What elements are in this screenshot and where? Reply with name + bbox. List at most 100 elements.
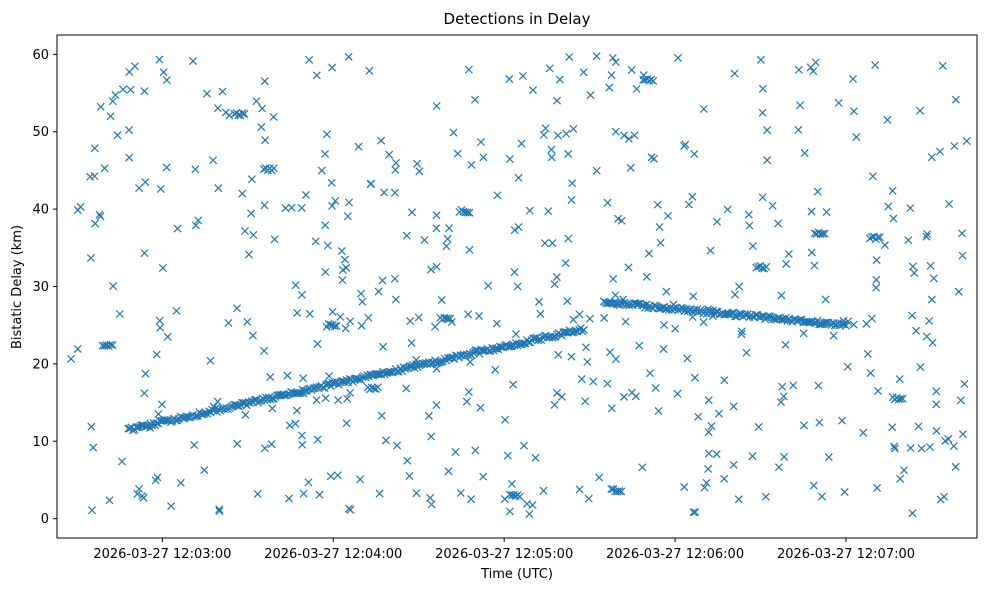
- detection-marker: [522, 499, 532, 508]
- detection-marker: [849, 320, 858, 329]
- detection-marker: [206, 356, 215, 365]
- detection-marker: [391, 158, 400, 167]
- detection-marker: [866, 369, 875, 378]
- detection-marker: [547, 153, 556, 162]
- detection-marker: [703, 305, 712, 314]
- detection-marker: [723, 309, 732, 318]
- detection-marker: [744, 210, 753, 219]
- detection-marker: [656, 238, 665, 247]
- detection-marker: [611, 58, 620, 67]
- detection-marker: [704, 428, 713, 437]
- detection-marker: [761, 492, 770, 501]
- detection-marker: [215, 505, 224, 514]
- detection-marker: [517, 139, 526, 148]
- plot-area-frame: [56, 34, 978, 539]
- detection-marker: [632, 84, 641, 94]
- detection-marker: [491, 365, 500, 374]
- detection-marker: [531, 453, 540, 462]
- detection-marker: [662, 304, 671, 313]
- detection-marker: [96, 102, 105, 111]
- detection-marker: [299, 489, 308, 498]
- detection-marker: [774, 219, 783, 228]
- detection-marker: [511, 329, 520, 339]
- detection-marker: [378, 276, 387, 285]
- detection-marker: [379, 342, 388, 351]
- detection-marker: [240, 109, 249, 118]
- detection-marker: [758, 108, 767, 117]
- detection-marker: [848, 75, 858, 84]
- detection-marker: [451, 448, 460, 457]
- detection-marker: [649, 76, 658, 85]
- detection-marker: [113, 131, 122, 140]
- detection-marker: [689, 508, 698, 517]
- detection-marker: [305, 309, 314, 318]
- detection-marker: [341, 324, 350, 333]
- detection-marker: [162, 163, 171, 172]
- x-axis-label: Time (UTC): [480, 567, 553, 582]
- detection-marker: [432, 262, 441, 271]
- detection-marker: [552, 388, 562, 397]
- detection-marker: [702, 478, 711, 487]
- detection-marker: [238, 398, 247, 407]
- detection-marker: [408, 208, 417, 217]
- detection-marker: [514, 173, 523, 182]
- detection-marker: [547, 145, 556, 154]
- detection-marker: [507, 341, 516, 351]
- detection-marker: [581, 397, 590, 406]
- detection-marker: [315, 490, 324, 499]
- detection-marker: [554, 350, 563, 359]
- detection-marker: [784, 249, 793, 258]
- detection-marker: [567, 352, 576, 361]
- detection-marker: [467, 160, 476, 169]
- detection-marker: [115, 309, 124, 319]
- detection-marker: [818, 229, 827, 238]
- detection-marker: [595, 473, 604, 482]
- detection-marker: [669, 300, 678, 309]
- detection-marker: [880, 241, 889, 250]
- detection-marker: [729, 460, 738, 469]
- detection-marker: [592, 166, 601, 175]
- detection-marker: [688, 192, 697, 201]
- detection-marker: [756, 55, 765, 64]
- detection-marker: [932, 387, 941, 396]
- detection-marker: [191, 221, 200, 230]
- detection-marker: [334, 396, 343, 405]
- detection-marker: [844, 317, 853, 326]
- detection-marker: [762, 262, 771, 271]
- detection-marker: [155, 416, 164, 425]
- detection-marker: [284, 494, 294, 503]
- detection-marker: [922, 332, 931, 341]
- detection-marker: [299, 389, 308, 398]
- detection-marker: [330, 322, 339, 331]
- detection-marker: [550, 400, 559, 409]
- detection-marker: [782, 259, 791, 269]
- detection-marker: [260, 201, 269, 210]
- detection-marker: [140, 249, 149, 258]
- detection-marker: [407, 338, 416, 347]
- detection-marker: [926, 261, 935, 270]
- detection-marker: [778, 382, 787, 391]
- detection-marker: [437, 296, 446, 305]
- detection-marker: [940, 492, 949, 501]
- detection-marker: [906, 444, 915, 453]
- y-tick-label: 60: [32, 48, 49, 63]
- detection-marker: [608, 53, 617, 62]
- detection-marker: [381, 436, 390, 445]
- detection-marker: [260, 346, 269, 355]
- detection-marker: [343, 212, 352, 221]
- detection-marker: [777, 315, 786, 324]
- detection-marker: [238, 109, 247, 118]
- detection-marker: [505, 507, 514, 516]
- detection-marker: [444, 314, 453, 323]
- detection-marker: [373, 383, 382, 392]
- detection-marker: [73, 344, 82, 353]
- detection-marker: [796, 101, 805, 110]
- detection-marker: [321, 221, 330, 230]
- detection-marker: [108, 341, 117, 350]
- detection-marker: [794, 65, 803, 74]
- detection-marker: [510, 226, 519, 235]
- detection-marker: [140, 389, 149, 398]
- detection-marker: [151, 476, 160, 485]
- detection-marker: [86, 253, 95, 263]
